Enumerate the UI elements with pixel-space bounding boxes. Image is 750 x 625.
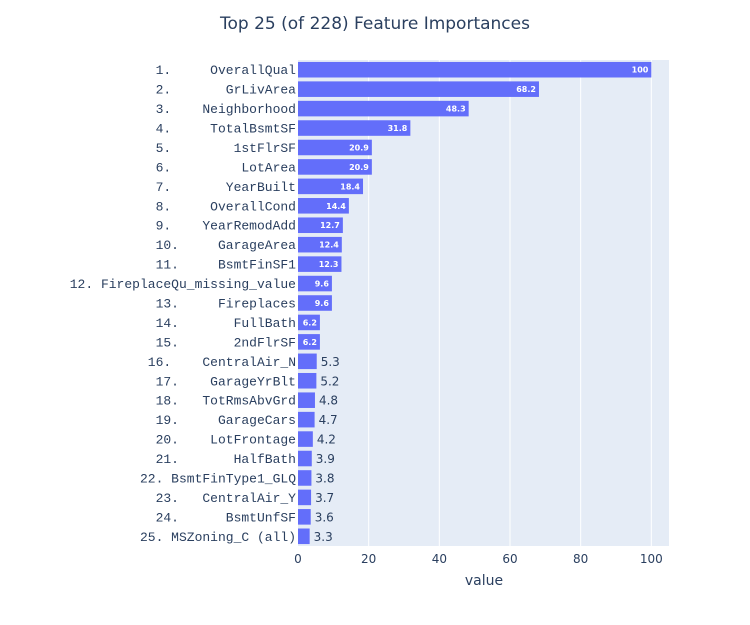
bar [298, 159, 372, 175]
y-tick-label: 21. HalfBath [156, 452, 296, 467]
y-tick-label: 15. 2ndFlrSF [156, 335, 296, 350]
bar [298, 450, 312, 467]
y-tick-label: 22. BsmtFinType1_GLQ [140, 471, 296, 486]
x-tick-label: 0 [294, 552, 302, 566]
bar-value-label: 3.6 [315, 510, 334, 524]
x-tick-label: 20 [361, 552, 376, 566]
bar-value-label: 12.4 [319, 241, 339, 250]
bar [298, 236, 342, 253]
bar-value-label: 3.9 [316, 452, 335, 466]
bar [298, 61, 652, 78]
bar-value-label: 6.2 [303, 338, 317, 347]
x-tick-label: 60 [502, 552, 517, 566]
bar [298, 392, 315, 408]
bar-value-label: 100 [632, 66, 649, 75]
bar [298, 139, 372, 156]
y-tick-label: 10. GarageArea [156, 238, 297, 253]
bar [298, 275, 332, 292]
bar [298, 217, 343, 234]
y-tick-label: 16. CentralAir_N [148, 355, 296, 370]
bar-value-label: 14.4 [326, 202, 346, 211]
y-tick-label: 2. GrLivArea [156, 83, 297, 98]
y-tick-label: 23. CentralAir_Y [156, 491, 297, 506]
bar-value-label: 4.2 [317, 433, 336, 447]
y-tick-label: 9. YearRemodAdd [156, 219, 296, 234]
x-tick-label: 80 [573, 552, 588, 566]
bar-value-label: 12.3 [319, 260, 339, 269]
x-tick-label: 100 [640, 552, 663, 566]
bar [298, 100, 469, 117]
bar-value-label: 4.8 [319, 394, 338, 408]
bar [298, 372, 317, 389]
y-tick-label: 8. OverallCond [156, 199, 296, 214]
bars: 100 68.2 48.3 31.8 20.9 20.9 18.4 14.4 12.7 12.4 1… [298, 61, 652, 545]
bar-value-label: 20.9 [349, 163, 369, 172]
bar [298, 411, 315, 428]
bar [298, 81, 539, 97]
bar [298, 198, 349, 214]
bar [298, 509, 311, 525]
x-tick-labels: 0 20 40 60 80 100 [294, 552, 663, 566]
bar-value-label: 9.6 [315, 299, 330, 308]
x-axis-label: value [465, 573, 503, 589]
bar-value-label: 68.2 [516, 85, 536, 94]
y-tick-label: 25. MSZoning_C (all) [140, 530, 296, 545]
bar-value-label: 3.3 [314, 530, 333, 544]
bar [298, 256, 342, 272]
bar-value-label: 3.8 [315, 471, 334, 485]
y-tick-label: 6. LotArea [156, 160, 297, 175]
y-tick-label: 1. OverallQual [156, 63, 297, 78]
bar-value-label: 6.2 [303, 318, 317, 327]
bar [298, 334, 320, 350]
bar [298, 489, 312, 506]
bar [298, 470, 312, 486]
y-tick-label: 11. BsmtFinSF1 [156, 258, 297, 273]
bar-value-label: 20.9 [349, 143, 369, 152]
bar [298, 528, 310, 545]
bar-value-label: 12.7 [320, 221, 340, 230]
bar-value-label: 31.8 [388, 124, 408, 133]
x-tick-label: 40 [432, 552, 447, 566]
bar-value-label: 5.3 [321, 355, 340, 369]
chart-title: Top 25 (of 228) Feature Importances [219, 14, 530, 34]
y-tick-label: 4. TotalBsmtSF [156, 122, 296, 137]
y-tick-label: 20. LotFrontage [156, 433, 296, 448]
y-tick-label: 24. BsmtUnfSF [156, 510, 296, 525]
bar [298, 314, 320, 331]
bar [298, 295, 332, 311]
y-tick-label: 17. GarageYrBlt [156, 374, 296, 389]
y-tick-label: 18. TotRmsAbvGrd [156, 394, 296, 409]
bar [298, 431, 313, 447]
bar [298, 353, 317, 370]
y-tick-label: 3. Neighborhood [156, 102, 296, 117]
bar [298, 120, 411, 136]
bar-value-label: 9.6 [315, 280, 330, 289]
bar [298, 178, 364, 195]
bar-value-label: 4.7 [319, 413, 338, 427]
bar-value-label: 5.2 [320, 374, 339, 388]
y-tick-label: 13. Fireplaces [156, 297, 296, 312]
y-tick-label: 5. 1stFlrSF [156, 141, 296, 156]
bar-value-label: 48.3 [446, 105, 466, 114]
y-tick-label: 12. FireplaceQu_missing_value [70, 277, 296, 292]
bar-value-label: 3.7 [315, 491, 334, 505]
y-tick-label: 19. GarageCars [156, 413, 296, 428]
bar-value-label: 18.4 [340, 182, 360, 191]
y-tick-label: 14. FullBath [156, 316, 296, 331]
y-tick-labels: 1. OverallQual 2. GrLivArea 3. Neighborhoo… [70, 63, 296, 545]
y-tick-label: 7. YearBuilt [156, 180, 296, 195]
